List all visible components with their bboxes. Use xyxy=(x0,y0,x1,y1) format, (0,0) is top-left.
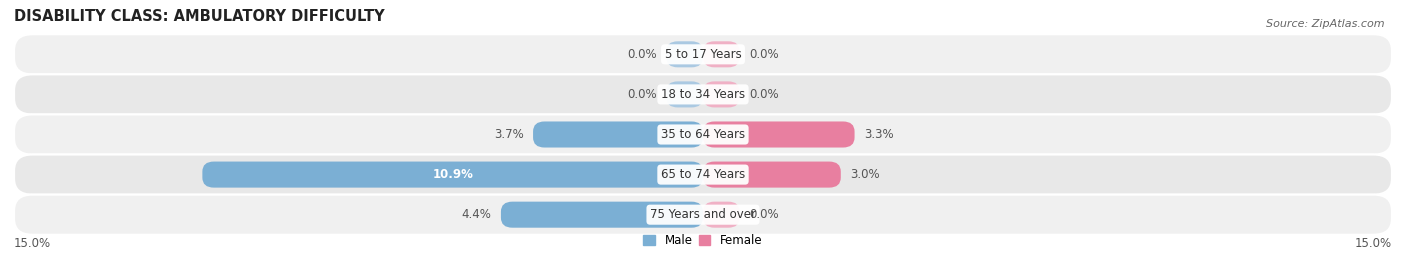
Text: 0.0%: 0.0% xyxy=(749,48,779,61)
Text: 15.0%: 15.0% xyxy=(1355,237,1392,250)
FancyBboxPatch shape xyxy=(666,41,703,67)
FancyBboxPatch shape xyxy=(14,155,1392,195)
Text: 4.4%: 4.4% xyxy=(461,208,492,221)
Text: 18 to 34 Years: 18 to 34 Years xyxy=(661,88,745,101)
FancyBboxPatch shape xyxy=(703,122,855,147)
Text: 3.0%: 3.0% xyxy=(851,168,880,181)
Text: 15.0%: 15.0% xyxy=(14,237,51,250)
FancyBboxPatch shape xyxy=(202,162,703,187)
Legend: Male, Female: Male, Female xyxy=(644,234,762,247)
Text: 75 Years and over: 75 Years and over xyxy=(650,208,756,221)
Text: 0.0%: 0.0% xyxy=(749,208,779,221)
Text: 5 to 17 Years: 5 to 17 Years xyxy=(665,48,741,61)
FancyBboxPatch shape xyxy=(703,82,740,107)
FancyBboxPatch shape xyxy=(14,195,1392,235)
FancyBboxPatch shape xyxy=(703,41,740,67)
Text: DISABILITY CLASS: AMBULATORY DIFFICULTY: DISABILITY CLASS: AMBULATORY DIFFICULTY xyxy=(14,9,385,24)
FancyBboxPatch shape xyxy=(703,162,841,187)
Text: 0.0%: 0.0% xyxy=(627,88,657,101)
FancyBboxPatch shape xyxy=(14,114,1392,155)
Text: 0.0%: 0.0% xyxy=(627,48,657,61)
Text: 3.7%: 3.7% xyxy=(494,128,524,141)
Text: 0.0%: 0.0% xyxy=(749,88,779,101)
FancyBboxPatch shape xyxy=(501,202,703,228)
FancyBboxPatch shape xyxy=(533,122,703,147)
Text: Source: ZipAtlas.com: Source: ZipAtlas.com xyxy=(1267,19,1385,29)
FancyBboxPatch shape xyxy=(666,82,703,107)
Text: 3.3%: 3.3% xyxy=(863,128,893,141)
FancyBboxPatch shape xyxy=(14,74,1392,114)
FancyBboxPatch shape xyxy=(14,34,1392,74)
Text: 35 to 64 Years: 35 to 64 Years xyxy=(661,128,745,141)
Text: 65 to 74 Years: 65 to 74 Years xyxy=(661,168,745,181)
FancyBboxPatch shape xyxy=(703,202,740,228)
Text: 10.9%: 10.9% xyxy=(432,168,474,181)
